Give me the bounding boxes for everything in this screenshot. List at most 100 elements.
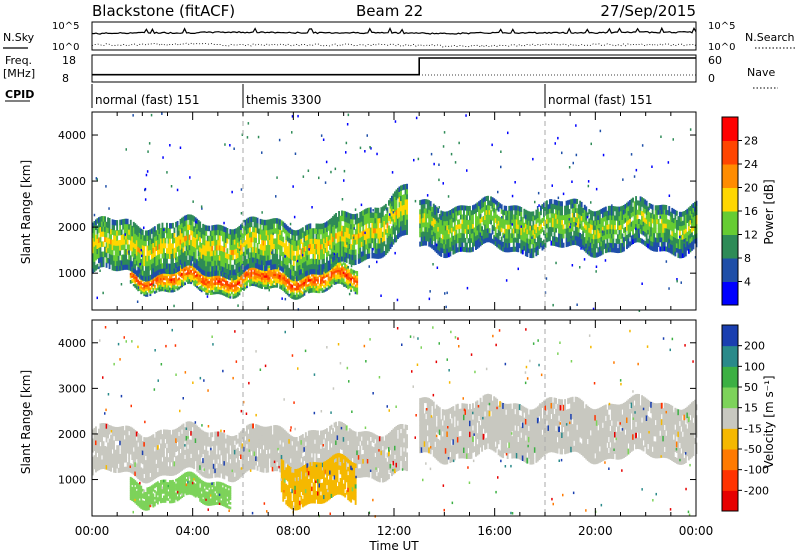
power-cell: [532, 211, 535, 217]
power-cell: [218, 291, 221, 295]
power-noise: [141, 230, 143, 234]
power-cell: [691, 218, 693, 224]
power-cell: [345, 232, 348, 238]
power-cell: [318, 264, 321, 270]
power-cell: [438, 237, 441, 243]
power-cell: [259, 229, 262, 235]
power-cell: [555, 218, 557, 224]
power-cell: [592, 234, 595, 240]
power-cell: [512, 214, 515, 220]
power-cell: [205, 282, 208, 286]
power-cell: [573, 235, 576, 241]
power-cell: [506, 242, 509, 248]
power-cell: [532, 225, 535, 231]
power-cell: [294, 294, 297, 298]
power-cell: [277, 264, 280, 268]
power-cell: [470, 237, 473, 243]
power-cell: [161, 237, 164, 244]
power-cell: [220, 245, 223, 251]
power-cell: [577, 208, 580, 214]
power-cell: [268, 269, 271, 273]
power-cell: [338, 246, 340, 252]
power-cell: [374, 243, 377, 249]
power-noise: [140, 248, 142, 252]
power-cell: [502, 218, 505, 224]
power-cell: [518, 229, 521, 235]
power-cell: [467, 206, 470, 211]
power-cell: [310, 283, 313, 286]
power-cell: [176, 241, 179, 247]
power-cell: [285, 264, 288, 271]
power-cell: [120, 239, 123, 246]
power-cell: [508, 210, 511, 216]
power-cell: [576, 217, 579, 223]
power-cell: [235, 258, 238, 265]
power-noise: [347, 113, 350, 117]
power-cell: [509, 233, 512, 239]
power-cell: [211, 287, 214, 291]
power-cell: [598, 232, 601, 238]
power-cell: [187, 269, 189, 273]
power-cell: [253, 252, 256, 258]
power-cell: [588, 246, 591, 251]
power-cell: [687, 248, 690, 254]
power-cell: [496, 205, 499, 211]
power-cell: [517, 228, 520, 234]
power-cell: [583, 227, 586, 233]
power-cell: [694, 211, 696, 216]
power-cell: [481, 226, 483, 232]
power-cell: [282, 262, 285, 268]
power-cell: [629, 209, 631, 215]
power-noise: [668, 287, 670, 290]
power-cell: [351, 214, 354, 220]
power-cell: [553, 204, 556, 210]
power-cell: [624, 208, 627, 214]
power-cell: [199, 267, 202, 273]
power-cell: [143, 288, 146, 291]
power-cell: [345, 278, 348, 282]
power-cell: [256, 275, 259, 278]
power-cell: [286, 256, 289, 262]
power-cell: [473, 227, 476, 233]
power-cell: [194, 279, 197, 283]
power-cell: [351, 234, 354, 240]
power-cell: [523, 231, 526, 237]
power-cell: [437, 208, 440, 214]
power-cell: [473, 236, 476, 242]
power-cell: [490, 210, 492, 216]
power-cell: [512, 219, 515, 225]
power-cell: [674, 223, 677, 229]
power-cell: [321, 283, 324, 286]
power-cell: [271, 285, 274, 288]
power-cell: [443, 216, 446, 222]
power-cell: [389, 233, 392, 239]
power-cell: [255, 277, 257, 280]
power-cell: [520, 216, 523, 222]
power-cell: [444, 216, 447, 222]
power-cell: [588, 209, 591, 215]
power-cell: [218, 270, 221, 274]
power-cell: [147, 290, 150, 293]
power-cell: [324, 267, 327, 274]
power-cell: [594, 229, 597, 235]
power-cell: [535, 251, 538, 257]
power-cell: [119, 229, 122, 236]
power-cell: [191, 275, 194, 278]
power-cell: [624, 217, 627, 223]
power-cell: [187, 274, 189, 277]
power-cell: [160, 263, 162, 269]
power-cell: [336, 274, 339, 277]
power-cell: [252, 281, 254, 284]
power-cell: [378, 248, 381, 254]
freq-label: Freq.: [5, 54, 32, 67]
power-cell: [182, 216, 185, 223]
power-cell: [503, 224, 506, 229]
power-cell: [362, 250, 365, 257]
power-cell: [181, 222, 183, 229]
power-cell: [312, 233, 315, 239]
power-cell: [453, 207, 456, 213]
power-cell: [261, 249, 263, 256]
power-cell: [105, 242, 108, 248]
power-cell: [147, 260, 150, 266]
power-cell: [203, 255, 206, 261]
